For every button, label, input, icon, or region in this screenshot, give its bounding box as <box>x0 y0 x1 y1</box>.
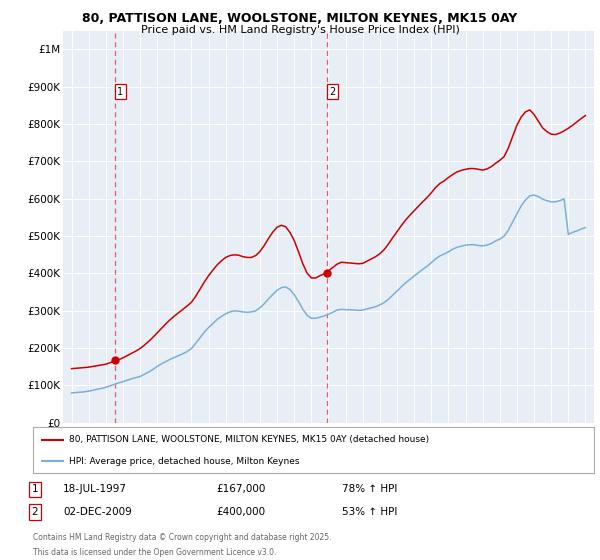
Text: Price paid vs. HM Land Registry's House Price Index (HPI): Price paid vs. HM Land Registry's House … <box>140 25 460 35</box>
Text: HPI: Average price, detached house, Milton Keynes: HPI: Average price, detached house, Milt… <box>70 457 300 466</box>
Text: 53% ↑ HPI: 53% ↑ HPI <box>342 507 397 517</box>
Text: 78% ↑ HPI: 78% ↑ HPI <box>342 484 397 494</box>
Text: £167,000: £167,000 <box>216 484 265 494</box>
Text: 2: 2 <box>31 507 38 517</box>
Text: 80, PATTISON LANE, WOOLSTONE, MILTON KEYNES, MK15 0AY: 80, PATTISON LANE, WOOLSTONE, MILTON KEY… <box>82 12 518 25</box>
Text: 18-JUL-1997: 18-JUL-1997 <box>63 484 127 494</box>
Text: 80, PATTISON LANE, WOOLSTONE, MILTON KEYNES, MK15 0AY (detached house): 80, PATTISON LANE, WOOLSTONE, MILTON KEY… <box>70 435 430 444</box>
Text: Contains HM Land Registry data © Crown copyright and database right 2025.: Contains HM Land Registry data © Crown c… <box>33 533 331 542</box>
Text: £400,000: £400,000 <box>216 507 265 517</box>
Text: 1: 1 <box>118 87 124 96</box>
Text: 02-DEC-2009: 02-DEC-2009 <box>63 507 132 517</box>
Text: This data is licensed under the Open Government Licence v3.0.: This data is licensed under the Open Gov… <box>33 548 277 557</box>
Text: 2: 2 <box>329 87 335 96</box>
Text: 1: 1 <box>31 484 38 494</box>
